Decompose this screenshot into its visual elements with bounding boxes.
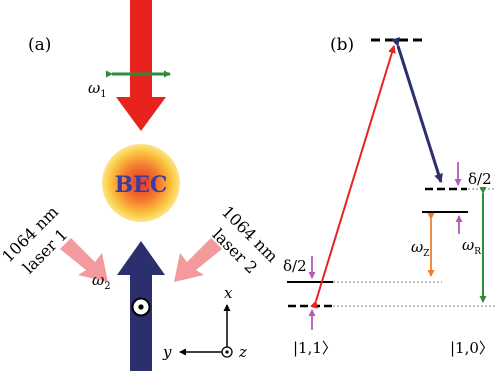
coordinate-axes: x y z: [162, 284, 247, 361]
red-transition-arrow: [310, 45, 396, 309]
panel-b: (b) δ/2 δ/2 ωZ ωR |1,1〉 |1,0〉: [283, 35, 496, 357]
laser-1-arrow: [60, 238, 108, 282]
omega2-label: ω2: [92, 271, 111, 292]
bec-label: BEC: [115, 172, 168, 198]
panel-a: (a) ω1 BEC 1064 nm laser 1 1064 nm laser…: [0, 0, 282, 371]
red-beam-arrow: [116, 0, 166, 131]
delta-bottom-label: δ/2: [283, 257, 307, 275]
state-1-0-label: |1,0〉: [450, 339, 494, 357]
z-axis-label: z: [238, 343, 247, 361]
state-1-1-label: |1,1〉: [293, 339, 337, 357]
x-axis-label: x: [224, 284, 233, 302]
y-axis-label: y: [162, 343, 172, 361]
omega1-label: ω1: [88, 79, 107, 100]
omega-z-label: ωZ: [411, 238, 430, 259]
z-axis-dot: [225, 350, 229, 354]
delta-top-label: δ/2: [468, 170, 492, 188]
panel-b-label: (b): [330, 35, 354, 55]
bec-cloud: [102, 144, 180, 222]
omega-r-label: ωR: [462, 236, 481, 257]
panel-a-label: (a): [28, 35, 51, 55]
out-of-plane-dot: [138, 304, 144, 310]
navy-transition-arrow: [391, 37, 443, 183]
laser-2-arrow: [174, 238, 222, 282]
